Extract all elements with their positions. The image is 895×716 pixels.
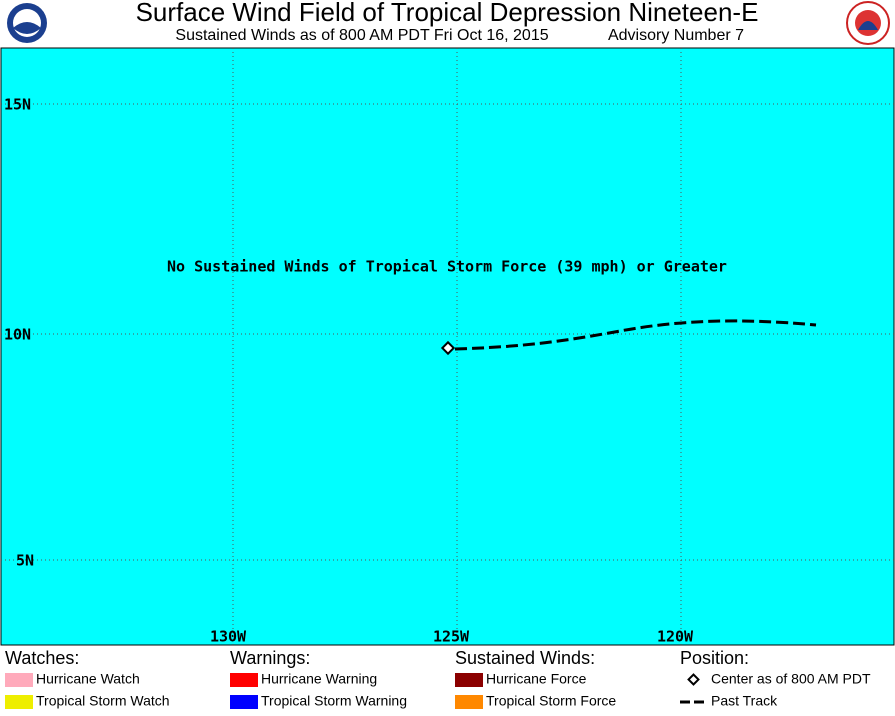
legend-item: Tropical Storm Warning: [261, 693, 407, 709]
legend-heading: Warnings:: [230, 648, 310, 668]
swatch: [455, 695, 483, 709]
latitude-label: 15N: [4, 96, 31, 114]
longitude-label: 120W: [657, 628, 694, 646]
legend-item: Hurricane Warning: [261, 671, 377, 687]
latitude-label: 10N: [4, 326, 31, 344]
longitude-label: 130W: [210, 628, 247, 646]
latitude-label: 5N: [16, 552, 34, 570]
subtitle: Sustained Winds as of 800 AM PDT Fri Oct…: [175, 27, 548, 44]
legend-item: Tropical Storm Watch: [36, 693, 170, 709]
legend-item: Center as of 800 AM PDT: [711, 671, 871, 687]
swatch: [230, 673, 258, 687]
legend-item: Tropical Storm Force: [486, 693, 616, 709]
swatch: [230, 695, 258, 709]
legend-item: Hurricane Watch: [36, 671, 140, 687]
advisory: Advisory Number 7: [608, 27, 744, 44]
swatch: [5, 695, 33, 709]
center-symbol: [687, 673, 700, 686]
past-track: [454, 319, 817, 351]
legend-item: Past Track: [711, 693, 778, 709]
center-marker: [440, 340, 456, 356]
longitude-label: 125W: [433, 628, 470, 646]
legend-item: Hurricane Force: [486, 671, 587, 687]
legend-heading: Watches:: [5, 648, 79, 668]
notice: No Sustained Winds of Tropical Storm For…: [167, 258, 727, 276]
noaa-logo: [7, 3, 47, 43]
legend-heading: Position:: [680, 648, 749, 668]
swatch: [455, 673, 483, 687]
legend-heading: Sustained Winds:: [455, 648, 595, 668]
swatch: [5, 673, 33, 687]
title: Surface Wind Field of Tropical Depressio…: [136, 0, 759, 27]
nws-logo: [846, 1, 890, 45]
